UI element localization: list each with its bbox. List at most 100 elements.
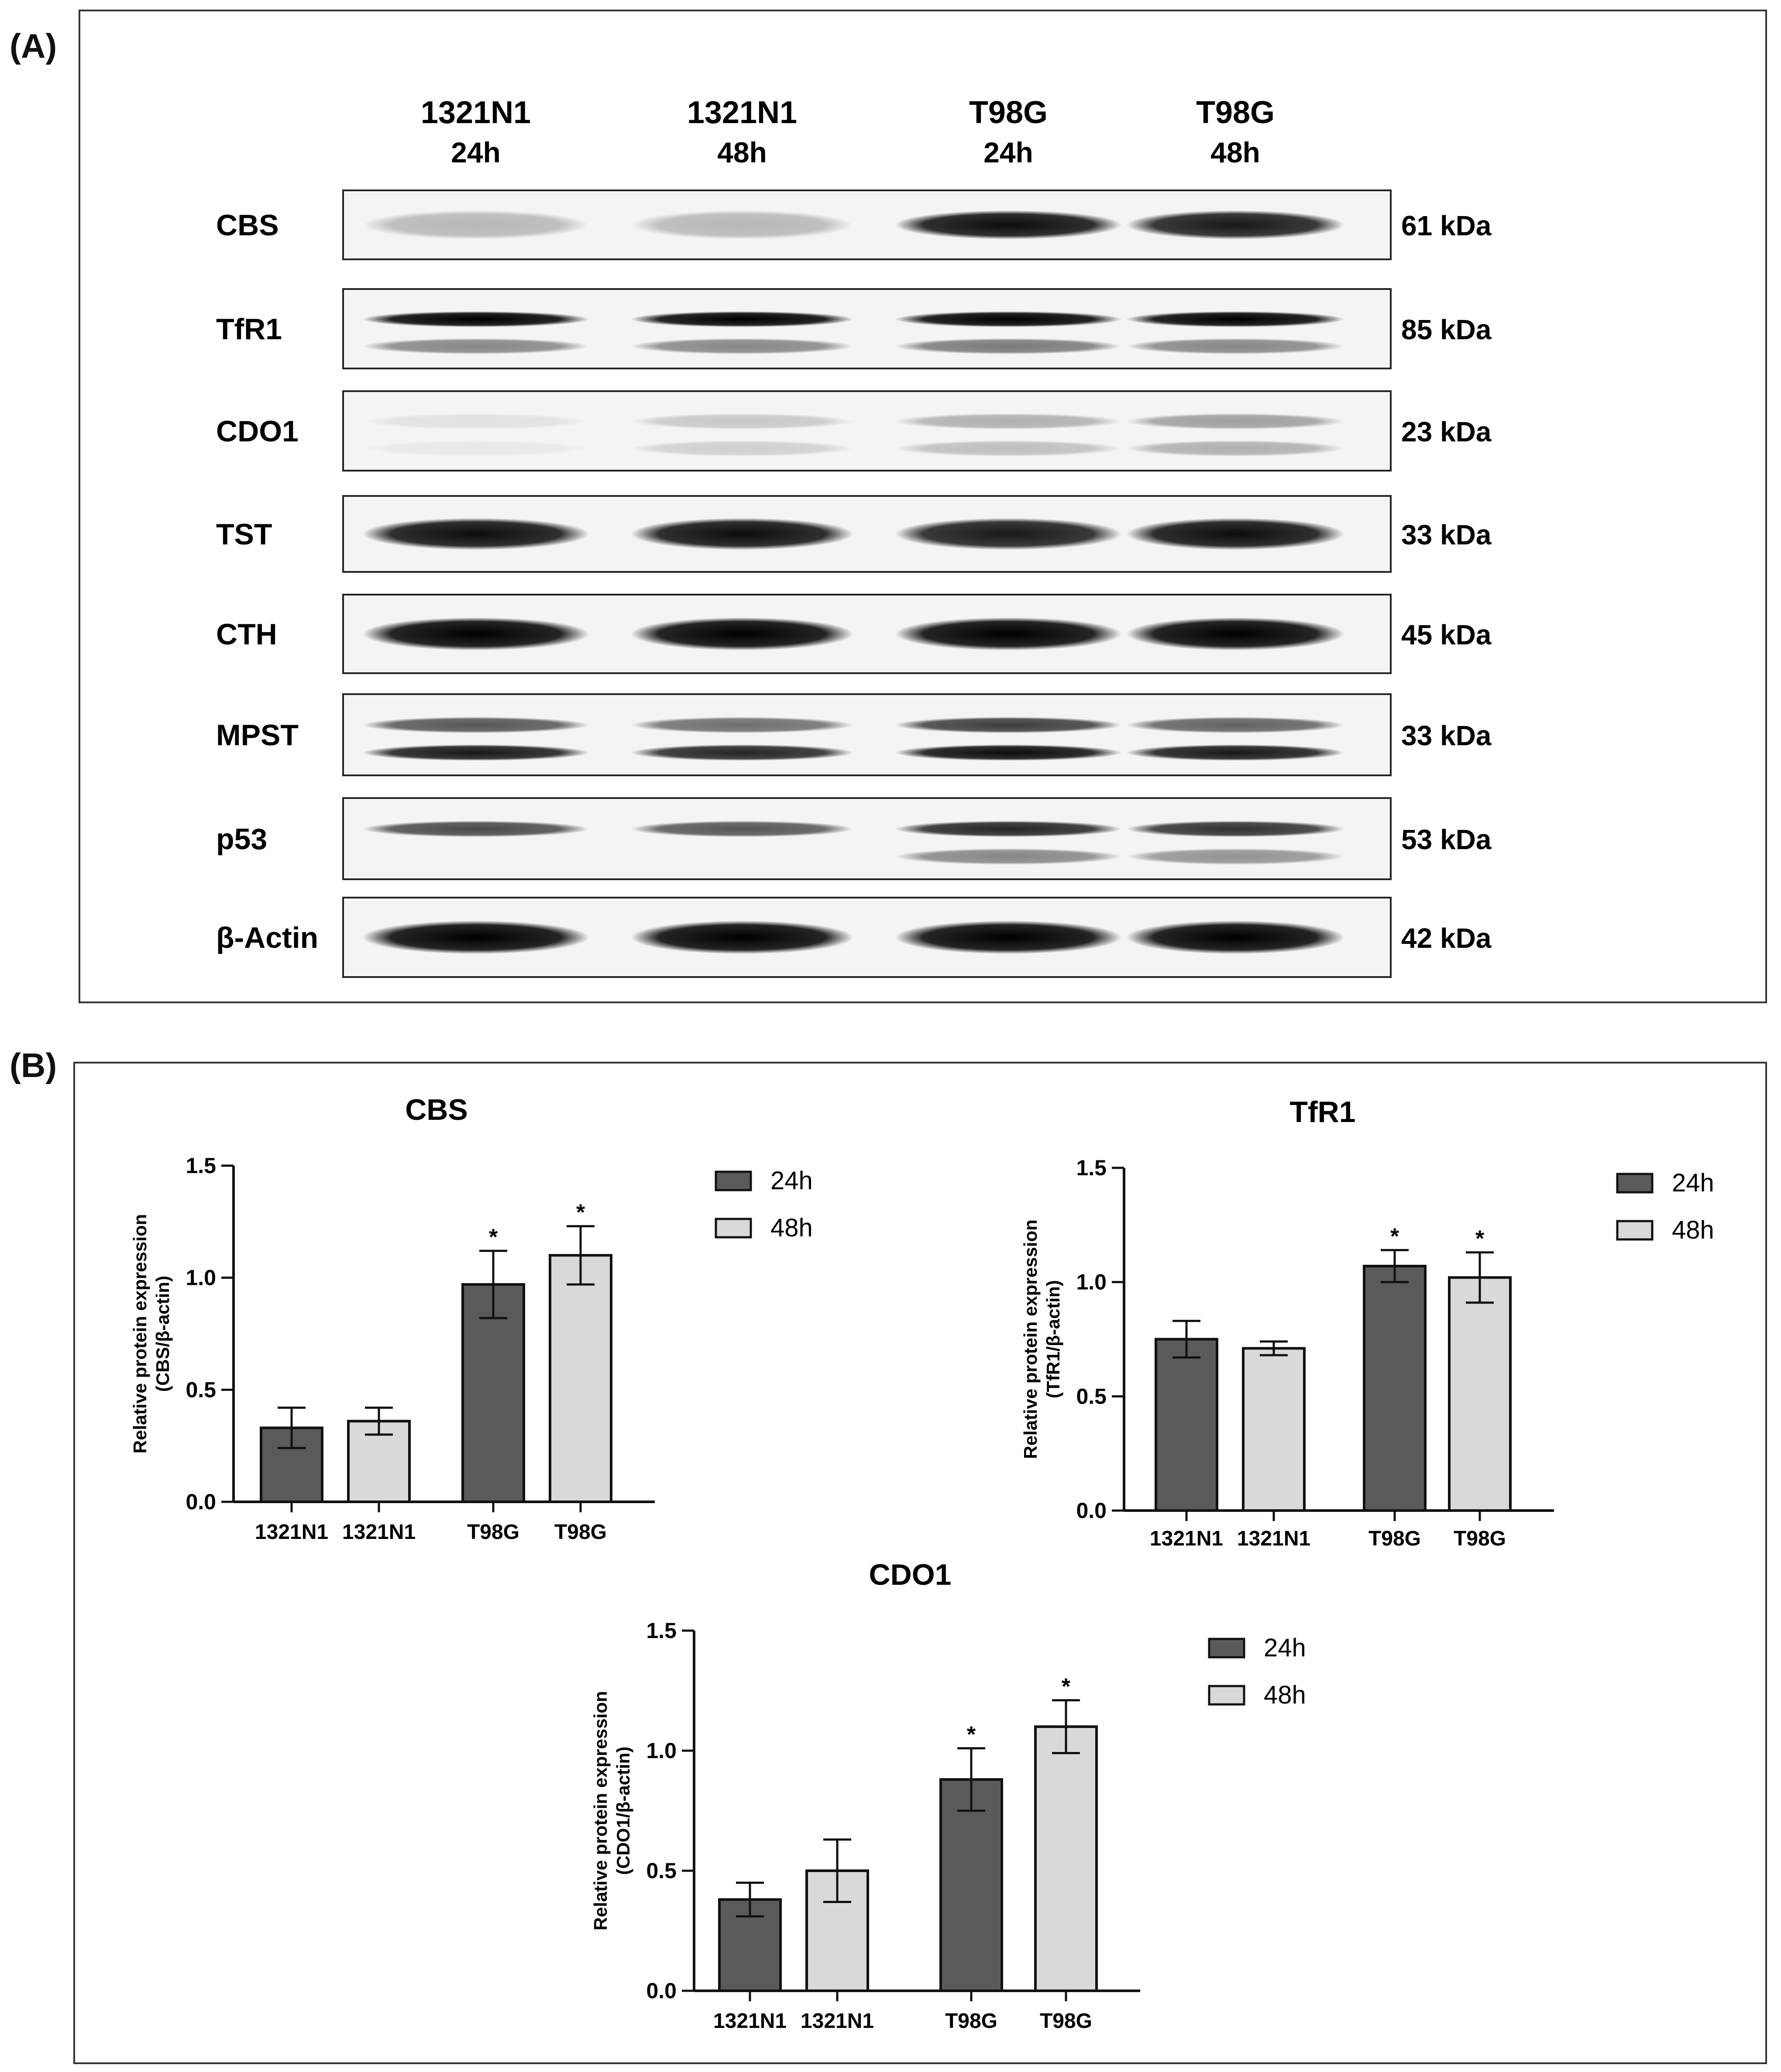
x-tick-label: T98G	[945, 2010, 997, 2033]
lane-header-time: 48h	[1210, 136, 1260, 169]
legend-swatch	[715, 1170, 752, 1191]
bar	[1242, 1347, 1306, 1512]
blot-band	[895, 717, 1122, 733]
lane-header-time: 24h	[451, 136, 501, 169]
y-axis-label-sub: (CBS/β-actin)	[152, 1276, 173, 1392]
y-tick-label: 1.0	[1076, 1270, 1107, 1294]
western-blot-panel: 1321N1 24h 1321N1 48h T98G 24h T98G 48h CBS 61 kD…	[216, 95, 1492, 978]
x-tick-label: 1321N1	[1150, 1527, 1223, 1550]
y-tick-label: 1.0	[646, 1738, 677, 1763]
blot-row-5	[342, 693, 1392, 776]
blot-band	[631, 338, 853, 355]
blot-band	[895, 920, 1122, 954]
blot-band	[1126, 440, 1344, 457]
x-tick-label: T98G	[554, 1521, 607, 1544]
blot-row-0	[342, 189, 1392, 260]
panel-a-frame	[79, 10, 1767, 1003]
blot-band	[895, 338, 1122, 355]
blot-row-3	[342, 495, 1392, 573]
blot-row-2	[342, 390, 1392, 472]
blot-strip	[342, 693, 1392, 776]
molecular-weight-label: 42 kDa	[1401, 922, 1492, 954]
chart-title: CBS	[405, 1093, 468, 1126]
legend-label: 48h	[1672, 1216, 1714, 1244]
y-tick-label: 0.5	[186, 1377, 216, 1402]
blot-band	[362, 821, 589, 837]
blot-band	[895, 210, 1122, 240]
blot-band	[362, 617, 589, 651]
chart-title: TfR1	[1289, 1095, 1355, 1129]
panel-a-label: (A)	[10, 27, 57, 65]
protein-label: CTH	[216, 618, 277, 651]
blot-band	[1126, 821, 1344, 837]
blot-strip	[342, 390, 1392, 472]
blot-band	[631, 413, 853, 430]
legend-label: 24h	[1672, 1169, 1714, 1197]
blot-band	[1126, 338, 1344, 355]
significance-marker: *	[1062, 1674, 1071, 1700]
bar	[1034, 1725, 1098, 1992]
blot-band	[895, 440, 1122, 457]
y-tick-label: 0.5	[1076, 1384, 1107, 1408]
blot-band	[362, 518, 589, 550]
protein-label: CBS	[216, 209, 279, 242]
bar	[549, 1254, 612, 1503]
bar-chart-cbs: CBS 1321N1 1321N1 * T98G * T98G 0.0 0.5 1.0 1.5 Rel…	[130, 1093, 813, 1544]
blot-band	[1126, 617, 1344, 651]
significance-marker: *	[967, 1722, 976, 1748]
blot-band	[631, 210, 853, 240]
significance-marker: *	[489, 1225, 498, 1250]
blot-band	[895, 413, 1122, 430]
blot-band	[631, 717, 853, 733]
blot-band	[362, 920, 589, 954]
molecular-weight-label: 53 kDa	[1401, 824, 1492, 855]
blot-band	[362, 338, 589, 355]
x-tick-label: T98G	[1368, 1527, 1421, 1550]
y-axis-label: Relative protein expression	[1020, 1219, 1041, 1459]
protein-label: TST	[216, 518, 272, 551]
blot-row-4	[342, 594, 1392, 674]
y-tick-label: 1.5	[646, 1618, 677, 1643]
blot-band	[1126, 518, 1344, 550]
x-tick-label: 1321N1	[255, 1521, 328, 1544]
bar	[939, 1778, 1003, 1992]
lane-header-line: T98G	[1196, 95, 1275, 130]
blot-band	[631, 744, 853, 761]
blot-band	[895, 518, 1122, 550]
y-tick-label: 0.0	[646, 1979, 677, 2003]
blot-band	[895, 821, 1122, 837]
y-tick-label: 1.5	[186, 1153, 216, 1178]
molecular-weight-label: 85 kDa	[1401, 314, 1492, 345]
molecular-weight-label: 45 kDa	[1401, 619, 1492, 651]
blot-band	[631, 617, 853, 651]
lane-header-time: 24h	[983, 136, 1033, 169]
blot-band	[362, 413, 589, 430]
blot-row-7	[342, 897, 1392, 978]
panel-b-frame	[73, 1062, 1767, 2064]
blot-band	[1126, 848, 1344, 865]
blot-band	[895, 311, 1122, 327]
blot-band	[1126, 717, 1344, 733]
legend-swatch	[1616, 1173, 1654, 1194]
blot-band	[1126, 744, 1344, 761]
legend-swatch	[715, 1218, 752, 1239]
blot-band	[1126, 920, 1344, 954]
x-tick-label: 1321N1	[342, 1521, 416, 1544]
blot-band	[631, 821, 853, 837]
y-axis-label: Relative protein expression	[590, 1691, 611, 1931]
molecular-weight-label: 33 kDa	[1401, 720, 1492, 751]
lane-header-line: T98G	[969, 95, 1048, 130]
bar-chart-tfr1: TfR1 1321N1 1321N1 * T98G * T98G 0.0 0.5 1.0 1.5 Re…	[1020, 1095, 1714, 1550]
y-tick-label: 0.5	[646, 1859, 677, 1883]
legend-label: 24h	[1264, 1634, 1306, 1662]
legend-label: 24h	[770, 1167, 813, 1195]
y-axis-label-sub: (CDO1/β-actin)	[613, 1747, 633, 1875]
x-tick-label: 1321N1	[801, 2010, 874, 2033]
protein-label: p53	[216, 823, 267, 856]
blot-band	[895, 744, 1122, 761]
chart-title: CDO1	[869, 1558, 952, 1591]
blot-band	[895, 848, 1122, 865]
blot-band	[362, 717, 589, 733]
lane-header-time: 48h	[717, 136, 767, 169]
blot-strip	[342, 797, 1392, 880]
